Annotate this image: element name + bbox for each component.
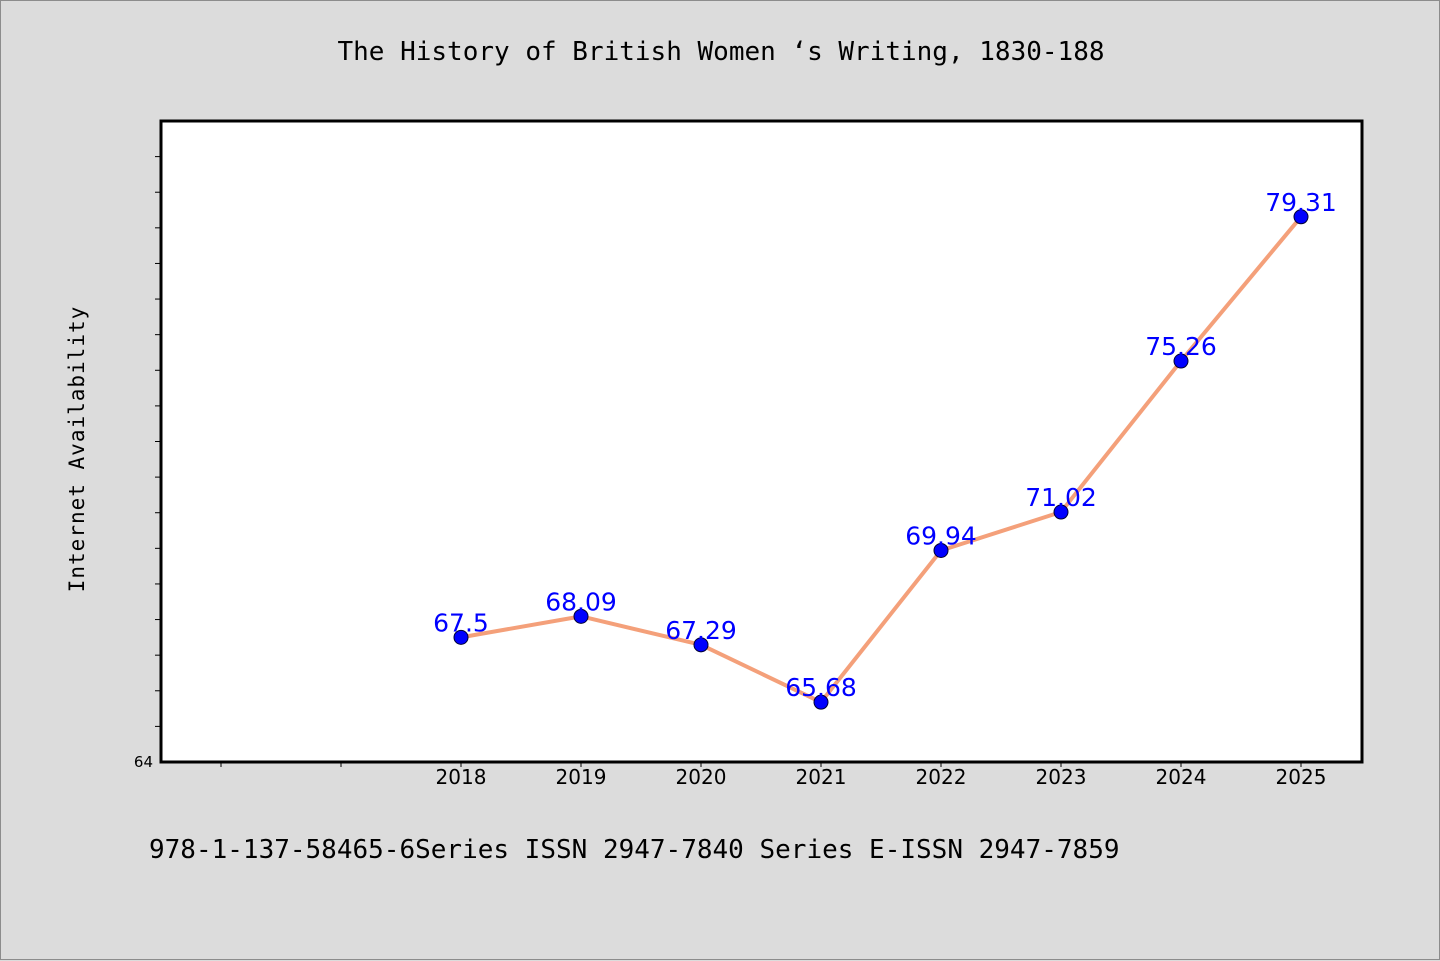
x-tick-label: 2023 xyxy=(1036,765,1087,789)
data-label: 71.02 xyxy=(1025,483,1097,512)
x-tick-label: 2020 xyxy=(676,765,727,789)
plot-area xyxy=(159,119,1364,764)
data-point xyxy=(813,694,829,710)
data-point xyxy=(1053,504,1069,520)
data-label: 69.94 xyxy=(905,521,977,550)
data-point xyxy=(453,629,469,645)
data-point xyxy=(693,637,709,653)
x-tick-label: 2024 xyxy=(1156,765,1207,789)
data-label: 65.68 xyxy=(785,673,857,702)
x-tick-label: 2018 xyxy=(436,765,487,789)
data-point xyxy=(933,542,949,558)
data-point xyxy=(1173,353,1189,369)
data-label: 67.5 xyxy=(433,608,489,637)
x-tick-label: 2025 xyxy=(1276,765,1327,789)
data-label: 67.29 xyxy=(665,616,737,645)
data-label: 68.09 xyxy=(545,587,617,616)
data-label: 75.26 xyxy=(1145,332,1217,361)
x-axis-ticks: 2018 2019 2020 2021 2022 2023 2024 2025 xyxy=(220,762,1327,789)
x-tick-label: 2022 xyxy=(916,765,967,789)
series-line xyxy=(460,215,1303,705)
x-tick-label: 2021 xyxy=(796,765,847,789)
footer-isbn: 978-1-137-58465-6Series ISSN 2947-7840 S… xyxy=(149,835,1120,865)
data-labels: 67.5 68.09 67.29 65.68 69.94 71.02 75.26 79.31 xyxy=(433,188,1337,702)
data-point xyxy=(1293,209,1309,225)
chart-title: The History of British Women ‘s Writing,… xyxy=(337,37,1105,67)
x-tick-label: 2019 xyxy=(556,765,607,789)
data-point xyxy=(573,608,589,624)
y-axis-ticks: 64 xyxy=(134,156,161,771)
series-markers xyxy=(453,209,1309,710)
data-label: 79.31 xyxy=(1265,188,1337,217)
y-tick-label: 64 xyxy=(134,753,153,771)
series-line-group xyxy=(460,215,1303,705)
